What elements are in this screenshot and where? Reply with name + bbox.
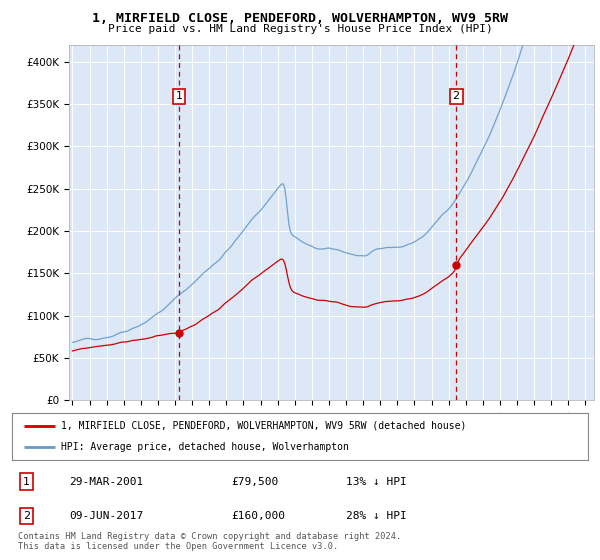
Text: 1, MIRFIELD CLOSE, PENDEFORD, WOLVERHAMPTON, WV9 5RW: 1, MIRFIELD CLOSE, PENDEFORD, WOLVERHAMP… — [92, 12, 508, 25]
Text: 1: 1 — [175, 91, 182, 101]
Text: £79,500: £79,500 — [231, 477, 278, 487]
Text: £160,000: £160,000 — [231, 511, 285, 521]
Text: Price paid vs. HM Land Registry's House Price Index (HPI): Price paid vs. HM Land Registry's House … — [107, 24, 493, 34]
Text: 1: 1 — [23, 477, 30, 487]
Text: 09-JUN-2017: 09-JUN-2017 — [70, 511, 144, 521]
Text: Contains HM Land Registry data © Crown copyright and database right 2024.
This d: Contains HM Land Registry data © Crown c… — [18, 531, 401, 551]
Text: 13% ↓ HPI: 13% ↓ HPI — [346, 477, 407, 487]
Text: 29-MAR-2001: 29-MAR-2001 — [70, 477, 144, 487]
Text: 28% ↓ HPI: 28% ↓ HPI — [346, 511, 407, 521]
Text: 2: 2 — [23, 511, 30, 521]
Text: 1, MIRFIELD CLOSE, PENDEFORD, WOLVERHAMPTON, WV9 5RW (detached house): 1, MIRFIELD CLOSE, PENDEFORD, WOLVERHAMP… — [61, 421, 466, 431]
Text: HPI: Average price, detached house, Wolverhampton: HPI: Average price, detached house, Wolv… — [61, 442, 349, 452]
Bar — [179, 45, 456, 400]
Text: 2: 2 — [452, 91, 460, 101]
